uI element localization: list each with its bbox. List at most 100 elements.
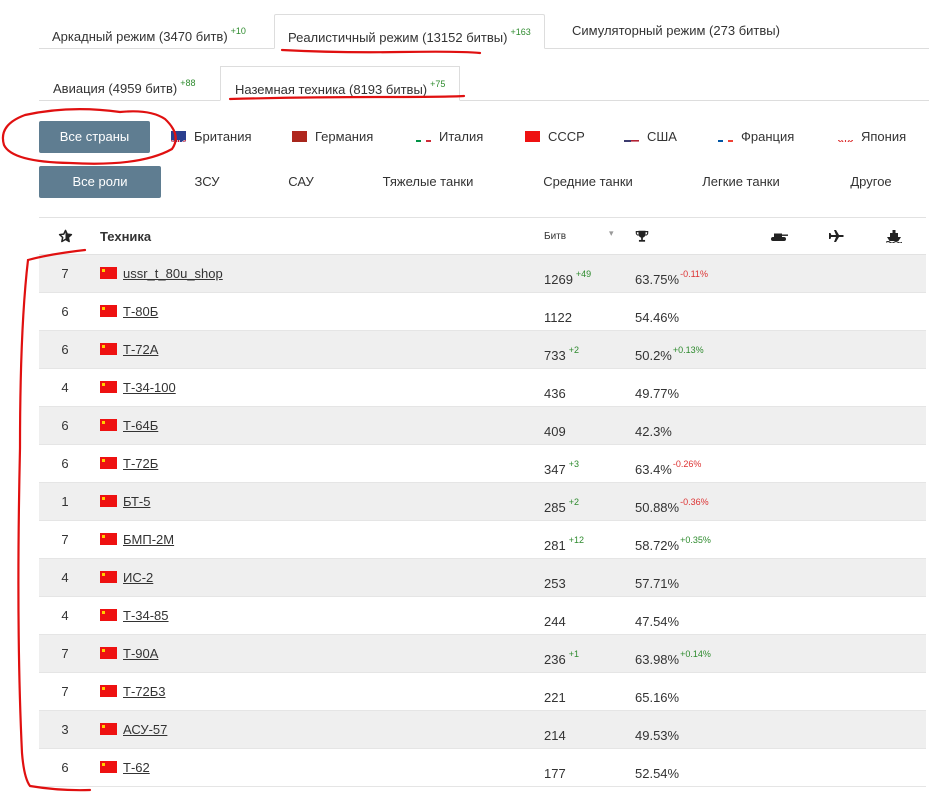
- battles-value: 221: [544, 690, 566, 705]
- battles-delta: +2: [568, 345, 579, 355]
- role-filter-spg[interactable]: САУ: [288, 174, 314, 189]
- winrate-delta: +0.35%: [680, 535, 711, 545]
- table-header: Техника Битв ▾: [39, 217, 926, 255]
- battles-cell: 436: [544, 369, 569, 413]
- tab-ground-vehicles[interactable]: Наземная техника (8193 битвы) +75: [220, 66, 461, 101]
- battles-delta: +3: [568, 459, 579, 469]
- germany-flag-icon: [292, 131, 307, 142]
- battles-value: 436: [544, 386, 566, 401]
- battles-value: 281: [544, 538, 566, 553]
- vehicle-link[interactable]: Т-72А: [123, 342, 159, 357]
- winrate-cell: 50.2%+0.13%: [635, 331, 704, 375]
- table-row: 6 Т-62 177 52.54%: [39, 749, 926, 787]
- tab-label: Наземная техника (8193 битвы): [235, 82, 428, 97]
- vehicle-column-header[interactable]: Техника: [100, 229, 152, 244]
- nation-label: СССР: [548, 129, 585, 144]
- usa-flag-icon: [624, 131, 639, 142]
- table-row: 6 Т-64Б 409 42.3%: [39, 407, 926, 445]
- nation-filter-britain[interactable]: Британия: [171, 121, 252, 153]
- nation-label: Италия: [439, 129, 484, 144]
- ussr-flag-icon: [100, 711, 117, 749]
- role-filter-spaa[interactable]: ЗСУ: [194, 174, 220, 189]
- winrate-value: 50.88%: [635, 500, 680, 515]
- ground-kills-column-header[interactable]: [770, 218, 788, 256]
- ussr-flag-icon: [100, 483, 117, 521]
- vehicle-link[interactable]: ussr_t_80u_shop: [123, 266, 223, 281]
- battles-value: 285: [544, 500, 566, 515]
- tab-label: Авиация (4959 битв): [53, 81, 178, 96]
- tab-simulator-mode[interactable]: Симуляторный режим (273 битвы): [559, 14, 793, 49]
- nation-label: Британия: [194, 129, 252, 144]
- table-body: 7 ussr_t_80u_shop 1269 +49 63.75%-0.11% 6 Т-80…: [39, 255, 926, 787]
- vehicle-link[interactable]: Т-72Б: [123, 456, 159, 471]
- nation-filter-ussr[interactable]: СССР: [525, 121, 585, 153]
- rank-cell: 6: [61, 304, 69, 319]
- vehicle-link[interactable]: БМП-2М: [123, 532, 175, 547]
- ussr-flag-icon: [100, 331, 117, 369]
- rank-cell: 7: [61, 684, 69, 699]
- winrate-value: 47.54%: [635, 614, 680, 629]
- vehicle-link[interactable]: Т-64Б: [123, 418, 159, 433]
- battles-cell: 1269 +49: [544, 255, 591, 299]
- vehicle-link[interactable]: Т-72Б3: [123, 684, 166, 699]
- tab-label: Симуляторный режим (273 битвы): [572, 23, 780, 38]
- nation-filter-italy[interactable]: Италия: [416, 121, 483, 153]
- rank-column-header[interactable]: [39, 218, 91, 256]
- vehicle-link[interactable]: АСУ-57: [123, 722, 168, 737]
- battles-cell: 244: [544, 597, 569, 641]
- tab-arcade-mode[interactable]: Аркадный режим (3470 битв) +10: [39, 14, 259, 49]
- vehicle-type-tabs: Авиация (4959 битв) +88 Наземная техника …: [39, 66, 929, 101]
- uk-flag-icon: [171, 131, 186, 142]
- vehicle-link[interactable]: ИС-2: [123, 570, 154, 585]
- ussr-flag-icon: [100, 749, 117, 787]
- vehicle-link[interactable]: Т-80Б: [123, 304, 159, 319]
- table-row: 7 Т-72Б3 221 65.16%: [39, 673, 926, 711]
- tab-aviation[interactable]: Авиация (4959 битв) +88: [39, 66, 209, 101]
- role-filter-medium-tanks[interactable]: Средние танки: [543, 174, 633, 189]
- all-roles-button[interactable]: Все роли: [39, 166, 161, 198]
- nation-filter-france[interactable]: Франция: [718, 121, 794, 153]
- rank-cell: 7: [61, 646, 69, 661]
- tab-label: Аркадный режим (3470 битв): [52, 29, 228, 44]
- battles-column-header[interactable]: Битв: [544, 218, 566, 256]
- france-flag-icon: [718, 131, 733, 142]
- role-filter-heavy-tanks[interactable]: Тяжелые танки: [382, 174, 474, 189]
- nation-filter-germany[interactable]: Германия: [292, 121, 373, 153]
- battles-cell: 236 +1: [544, 635, 579, 679]
- vehicle-link[interactable]: БТ-5: [123, 494, 151, 509]
- rank-cell: 4: [61, 608, 69, 623]
- table-row: 7 Т-90А 236 +1 63.98%+0.14%: [39, 635, 926, 673]
- tab-label: Реалистичный режим (13152 битвы): [288, 30, 508, 45]
- role-filter-other[interactable]: Другое: [850, 174, 892, 189]
- tab-delta: +163: [510, 27, 531, 37]
- tank-icon: [771, 233, 788, 241]
- nation-filter-usa[interactable]: США: [624, 121, 677, 153]
- battles-value: 733: [544, 348, 566, 363]
- battles-value: 1122: [544, 310, 572, 325]
- winrate-cell: 42.3%: [635, 407, 673, 451]
- vehicle-link[interactable]: Т-34-85: [123, 608, 169, 623]
- battles-cell: 253: [544, 559, 569, 603]
- role-filter-light-tanks[interactable]: Легкие танки: [702, 174, 780, 189]
- vehicle-link[interactable]: Т-90А: [123, 646, 159, 661]
- air-kills-column-header[interactable]: [828, 218, 844, 256]
- battles-cell: 281 +12: [544, 521, 584, 565]
- ussr-flag-icon: [100, 293, 117, 331]
- winrate-cell: 57.71%: [635, 559, 680, 603]
- battles-delta: +12: [568, 535, 584, 545]
- tab-realistic-mode[interactable]: Реалистичный режим (13152 битвы) +163: [274, 14, 545, 49]
- winrate-value: 50.2%: [635, 348, 672, 363]
- nation-filter-japan[interactable]: Япония: [838, 121, 906, 153]
- winrate-delta: -0.11%: [680, 269, 708, 279]
- vehicle-link[interactable]: Т-34-100: [123, 380, 176, 395]
- rank-cell: 6: [61, 342, 69, 357]
- winrate-column-header[interactable]: [635, 218, 649, 256]
- battles-delta: +1: [568, 649, 579, 659]
- nation-label: США: [647, 129, 677, 144]
- all-countries-button[interactable]: Все страны: [39, 121, 150, 153]
- battles-value: 244: [544, 614, 566, 629]
- naval-kills-column-header[interactable]: [885, 218, 903, 256]
- table-row: 7 БМП-2М 281 +12 58.72%+0.35%: [39, 521, 926, 559]
- vehicle-link[interactable]: Т-62: [123, 760, 150, 775]
- table-row: 4 ИС-2 253 57.71%: [39, 559, 926, 597]
